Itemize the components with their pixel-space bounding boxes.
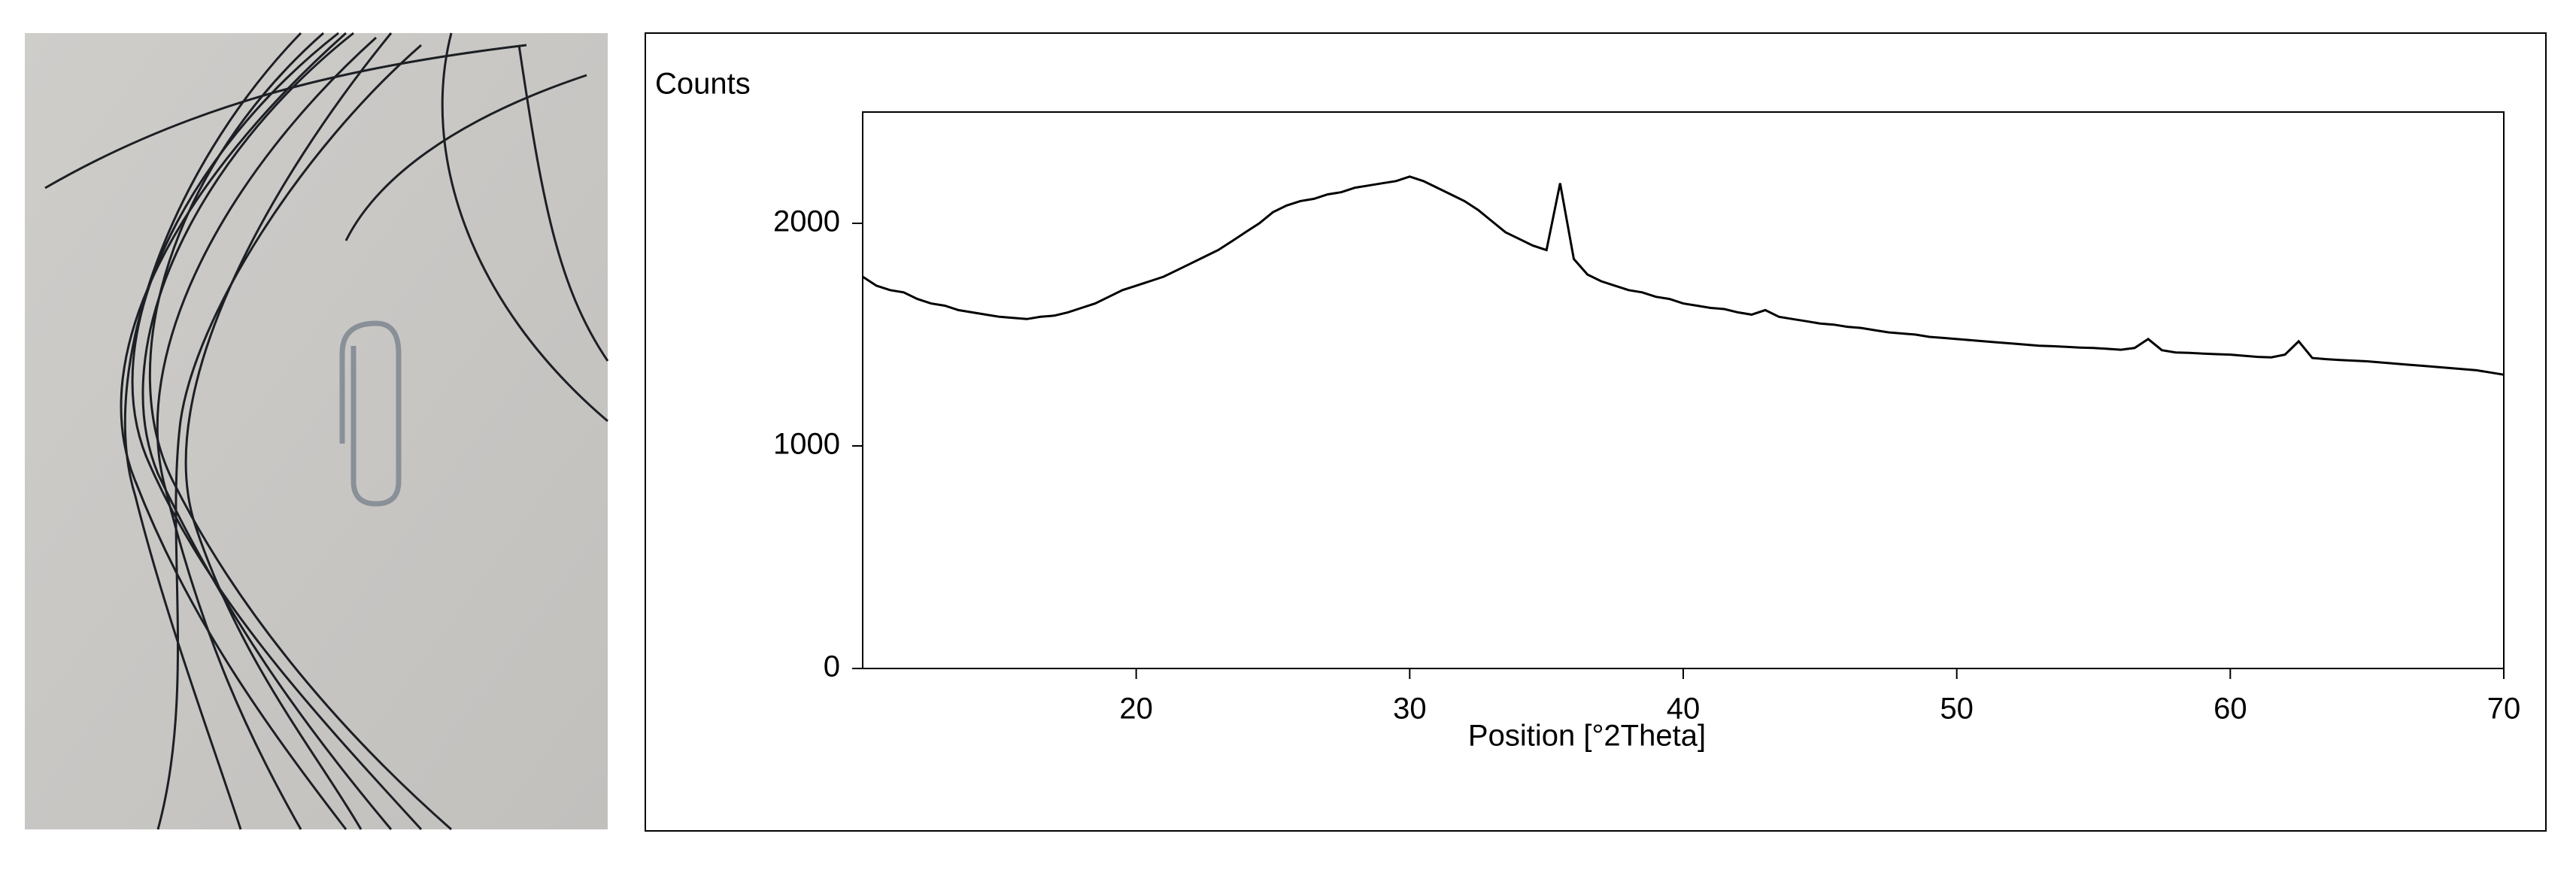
chart-frame	[645, 32, 2547, 832]
x-tick-label: 70	[2487, 693, 2521, 726]
data-line	[862, 175, 2505, 376]
x-tick-label: 30	[1393, 693, 1427, 726]
x-tick-label: 40	[1667, 693, 1701, 726]
paperclip	[339, 320, 402, 507]
y-tick-label: 0	[824, 650, 840, 684]
plot: 0 1000 2000 20 30 40 50 60 70	[773, 175, 2521, 726]
x-tick-label: 20	[1119, 693, 1153, 726]
photo	[25, 32, 609, 831]
y-axis-label: Counts	[655, 68, 751, 101]
y-tick-label: 1000	[773, 428, 840, 461]
x-tick-label: 60	[2213, 693, 2247, 726]
y-tick-label: 2000	[773, 205, 840, 238]
x-axis-label: Position [°2Theta]	[1468, 720, 1706, 753]
x-tick-label: 50	[1940, 693, 1974, 726]
fibers	[44, 32, 609, 831]
